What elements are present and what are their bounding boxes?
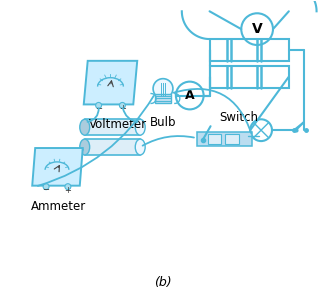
Ellipse shape	[80, 139, 90, 155]
Text: +: +	[119, 104, 126, 113]
Text: −: −	[43, 186, 50, 195]
Bar	[210, 39, 289, 61]
Bar	[155, 94, 171, 103]
Text: V: V	[252, 22, 262, 36]
Text: Switch: Switch	[219, 111, 259, 124]
Circle shape	[153, 79, 173, 98]
Text: +: +	[65, 186, 71, 195]
Ellipse shape	[135, 139, 145, 155]
Bar	[197, 132, 252, 146]
Bar	[208, 134, 221, 144]
Circle shape	[96, 102, 102, 108]
Text: A: A	[185, 89, 195, 102]
Bar	[85, 139, 140, 155]
Circle shape	[119, 102, 126, 108]
Circle shape	[65, 184, 71, 190]
Bar	[85, 119, 140, 135]
Ellipse shape	[80, 119, 90, 135]
Polygon shape	[84, 61, 137, 104]
Bar	[225, 134, 239, 144]
Circle shape	[43, 184, 49, 190]
Polygon shape	[32, 148, 83, 186]
Text: Ammeter: Ammeter	[31, 200, 87, 212]
Ellipse shape	[135, 119, 145, 135]
Text: Bulb: Bulb	[150, 116, 176, 129]
Bar	[210, 66, 289, 88]
Text: −: −	[95, 104, 102, 113]
Text: (b): (b)	[154, 276, 172, 289]
Text: Voltmeter: Voltmeter	[89, 118, 147, 131]
